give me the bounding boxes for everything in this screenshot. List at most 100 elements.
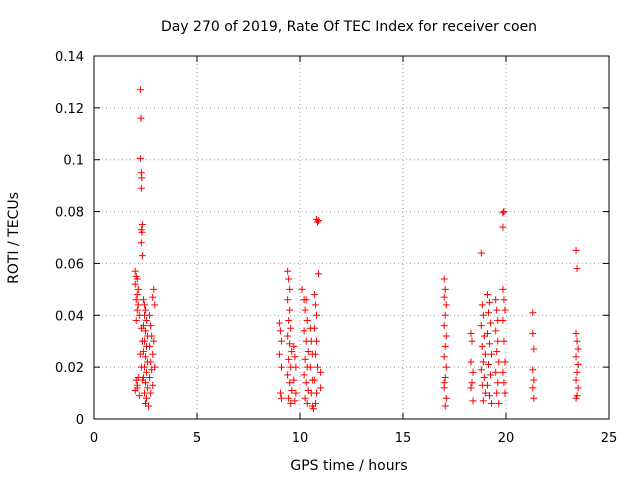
data-point <box>309 405 317 413</box>
x-tick-label: 5 <box>193 431 201 446</box>
data-point <box>440 353 448 361</box>
data-point <box>310 376 318 384</box>
data-point <box>138 252 146 260</box>
data-point <box>276 389 284 397</box>
data-point <box>481 389 489 397</box>
y-axis-label: ROTI / TECUs <box>6 192 22 284</box>
data-point <box>142 327 149 335</box>
data-point <box>501 306 509 314</box>
data-point <box>146 342 154 350</box>
data-point <box>276 327 284 335</box>
data-point <box>487 371 495 379</box>
data-point <box>277 337 285 345</box>
data-point <box>499 368 507 376</box>
data-point <box>285 275 293 283</box>
data-point <box>277 394 285 402</box>
data-point <box>149 350 157 358</box>
data-point <box>143 316 151 324</box>
y-tick-label: 0.04 <box>55 309 84 324</box>
data-point <box>469 368 477 376</box>
data-point <box>492 368 500 376</box>
data-point <box>275 319 283 327</box>
x-axis-label: GPS time / hours <box>290 458 407 474</box>
data-point <box>147 322 155 330</box>
data-point <box>150 285 158 293</box>
data-point <box>440 293 448 301</box>
y-tick-label: 0.12 <box>55 102 84 117</box>
data-point <box>137 184 145 192</box>
data-point <box>136 154 144 162</box>
data-point <box>529 384 537 392</box>
chart-title: Day 270 of 2019, Rate Of TEC Index for r… <box>161 19 537 35</box>
data-point <box>138 174 146 182</box>
data-point <box>529 366 537 374</box>
data-point <box>142 353 149 361</box>
x-tick-label: 0 <box>90 431 98 446</box>
data-point <box>483 291 491 299</box>
data-point <box>131 267 139 275</box>
data-point <box>500 208 508 216</box>
data-point <box>284 332 292 340</box>
data-point <box>292 363 300 371</box>
data-point <box>146 374 154 382</box>
data-point <box>442 332 450 340</box>
data-point <box>499 223 507 231</box>
data-point <box>284 371 292 379</box>
data-point <box>441 311 449 319</box>
y-tick-label: 0.08 <box>55 206 84 221</box>
data-point <box>572 394 580 402</box>
data-point <box>311 399 319 407</box>
data-point <box>302 296 310 304</box>
data-point <box>484 309 492 317</box>
data-point <box>479 358 487 366</box>
data-point <box>480 374 488 382</box>
data-point <box>138 337 146 345</box>
data-point <box>132 376 140 384</box>
data-point <box>284 267 292 275</box>
data-point <box>572 246 580 254</box>
data-point <box>137 324 145 332</box>
data-point <box>285 316 293 324</box>
data-point <box>138 376 146 384</box>
data-point <box>495 399 503 407</box>
data-point <box>440 322 448 330</box>
data-point <box>529 329 537 337</box>
data-point <box>483 329 491 337</box>
data-point <box>140 389 148 397</box>
data-point <box>573 368 581 376</box>
data-point <box>440 275 448 283</box>
data-point <box>478 342 486 350</box>
data-point <box>300 371 308 379</box>
data-point <box>284 296 292 304</box>
data-point <box>312 311 320 319</box>
x-tick-label: 20 <box>498 431 515 446</box>
data-point <box>572 353 580 361</box>
data-point <box>481 350 489 358</box>
data-point <box>486 392 494 400</box>
x-tick-label: 10 <box>292 431 309 446</box>
data-point <box>149 293 157 301</box>
data-point <box>499 316 507 324</box>
data-point <box>133 275 141 283</box>
data-point <box>479 397 487 405</box>
data-point <box>304 348 312 356</box>
data-point <box>138 228 146 236</box>
data-point <box>290 376 298 384</box>
data-point <box>148 332 156 340</box>
data-point <box>287 324 295 332</box>
data-point <box>133 384 141 392</box>
y-tick-label: 0.1 <box>63 154 84 169</box>
data-point <box>500 379 508 387</box>
data-point <box>288 348 296 356</box>
y-tick-label: 0.06 <box>55 257 84 272</box>
data-point <box>292 389 300 397</box>
data-point <box>467 384 475 392</box>
data-point <box>150 337 158 345</box>
data-point <box>500 296 508 304</box>
x-tick-label: 25 <box>601 431 618 446</box>
data-point <box>494 337 502 345</box>
data-point <box>468 379 476 387</box>
data-point <box>143 368 151 376</box>
data-point <box>442 301 450 309</box>
